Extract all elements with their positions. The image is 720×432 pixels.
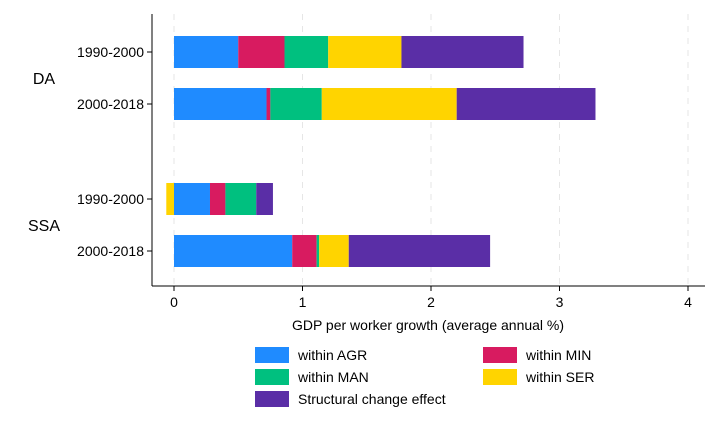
x-ticks: 0 1 2 3 4 [170, 286, 692, 310]
legend: within AGR within MIN within MAN within SER… [255, 347, 594, 407]
legend-label: within AGR [297, 347, 367, 363]
legend-swatch [255, 369, 289, 385]
bar-segment [328, 36, 402, 68]
bar-segment [174, 36, 239, 68]
bars [166, 36, 596, 267]
legend-label: within MIN [525, 347, 591, 363]
group-label: DA [33, 71, 56, 88]
x-tick-label: 0 [170, 294, 178, 310]
legend-swatch [483, 369, 517, 385]
legend-label: Structural change effect [298, 391, 446, 407]
bar-segment [321, 88, 457, 120]
x-axis-title: GDP per worker growth (average annual %) [292, 317, 564, 333]
bar-segment [316, 235, 320, 267]
legend-label: within MAN [297, 369, 369, 385]
x-tick-label: 1 [299, 294, 307, 310]
bar-segment [174, 235, 293, 267]
y-tick-labels: 1990-2000 2000-2018 1990-2000 2000-2018 [77, 44, 152, 259]
bar-segment [209, 183, 226, 215]
bar-segment [256, 183, 273, 215]
y-tick-label: 2000-2018 [77, 243, 144, 259]
grid-lines [173, 14, 689, 286]
bar-segment [266, 88, 271, 120]
bar-segment [174, 183, 210, 215]
bar-segment [292, 235, 317, 267]
bar-segment [166, 183, 174, 215]
y-tick-label: 2000-2018 [77, 96, 144, 112]
bar-segment [401, 36, 524, 68]
legend-label: within SER [525, 369, 594, 385]
bar-segment [348, 235, 491, 267]
y-tick-label: 1990-2000 [77, 191, 144, 207]
bar-segment [238, 36, 285, 68]
bar-segment [319, 235, 349, 267]
group-labels: DA SSA [28, 71, 60, 235]
bar-segment [284, 36, 329, 68]
y-tick-label: 1990-2000 [77, 44, 144, 60]
legend-swatch [255, 347, 289, 363]
bar-segment [456, 88, 596, 120]
bar-segment [174, 88, 267, 120]
bar-segment [225, 183, 257, 215]
x-tick-label: 2 [427, 294, 435, 310]
x-tick-label: 4 [684, 294, 692, 310]
x-tick-label: 3 [556, 294, 564, 310]
legend-swatch [255, 391, 289, 407]
legend-swatch [483, 347, 517, 363]
group-label: SSA [28, 218, 60, 235]
bar-segment [270, 88, 322, 120]
